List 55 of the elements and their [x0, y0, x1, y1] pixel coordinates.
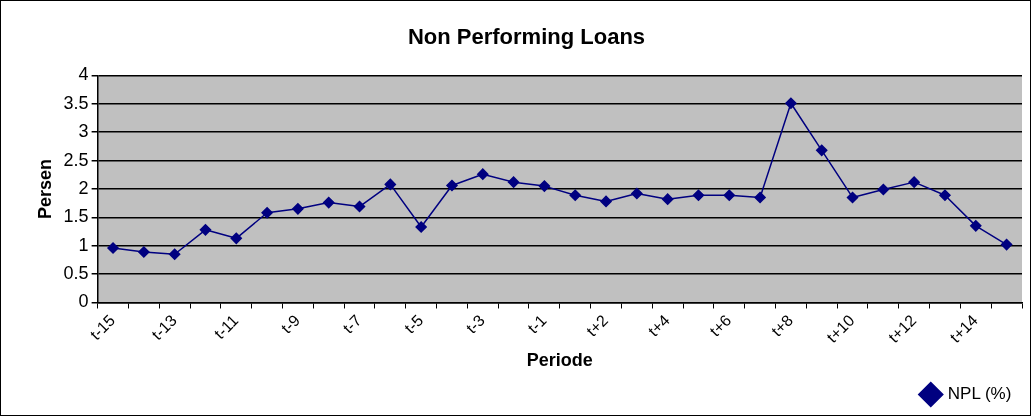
point — [569, 189, 581, 201]
point — [138, 246, 150, 258]
point — [631, 187, 643, 200]
x-tick-label: t+6 — [706, 311, 735, 340]
point — [723, 189, 736, 201]
y-tick-label: 0.5 — [63, 263, 89, 284]
point — [846, 191, 859, 204]
x-tick-label: t-11 — [210, 311, 242, 343]
point — [415, 221, 427, 233]
point — [507, 176, 520, 188]
point — [692, 189, 705, 201]
point — [261, 207, 273, 219]
point — [661, 193, 674, 205]
x-tick-label: t+2 — [583, 311, 612, 340]
y-tick-label: 2 — [78, 177, 89, 198]
point — [970, 220, 982, 232]
point — [384, 178, 397, 191]
point — [477, 168, 489, 180]
point — [446, 179, 458, 192]
x-tick-label: t-3 — [462, 311, 489, 337]
point — [600, 195, 612, 208]
y-tick-label: 0 — [78, 291, 89, 312]
point — [815, 144, 828, 157]
point — [877, 183, 890, 196]
x-tick-label: t+4 — [644, 311, 673, 340]
point — [230, 232, 243, 245]
point — [107, 242, 119, 254]
point — [538, 180, 551, 192]
x-tick-label: t-15 — [86, 311, 119, 344]
y-tick-label: 1 — [78, 234, 89, 255]
point — [322, 196, 335, 209]
x-tick-label: t+8 — [768, 311, 797, 340]
chart-title: Non Performing Loans — [407, 24, 646, 50]
point — [785, 97, 797, 109]
legend-label: NPL (%) — [947, 384, 1012, 404]
point — [908, 176, 920, 188]
x-tick-label: t-13 — [148, 311, 180, 344]
x-tick-label: t-1 — [524, 311, 550, 337]
y-axis-title: Persen — [34, 158, 55, 219]
x-tick-label: t-5 — [401, 311, 427, 337]
point — [353, 200, 366, 213]
point — [168, 248, 181, 260]
point — [292, 203, 304, 215]
y-tick-label: 4 — [78, 64, 89, 85]
y-tick-label: 3.5 — [63, 92, 89, 113]
x-axis-title: Periode — [526, 350, 593, 371]
point — [1000, 238, 1013, 251]
y-tick-label: 3 — [78, 121, 89, 142]
x-tick-label: t-7 — [339, 311, 365, 337]
point — [754, 191, 766, 204]
y-tick-label: 1.5 — [63, 206, 89, 227]
point — [939, 189, 951, 201]
x-tick-label: t-9 — [277, 311, 304, 337]
point — [199, 224, 212, 236]
y-tick-label: 2.5 — [63, 149, 89, 170]
